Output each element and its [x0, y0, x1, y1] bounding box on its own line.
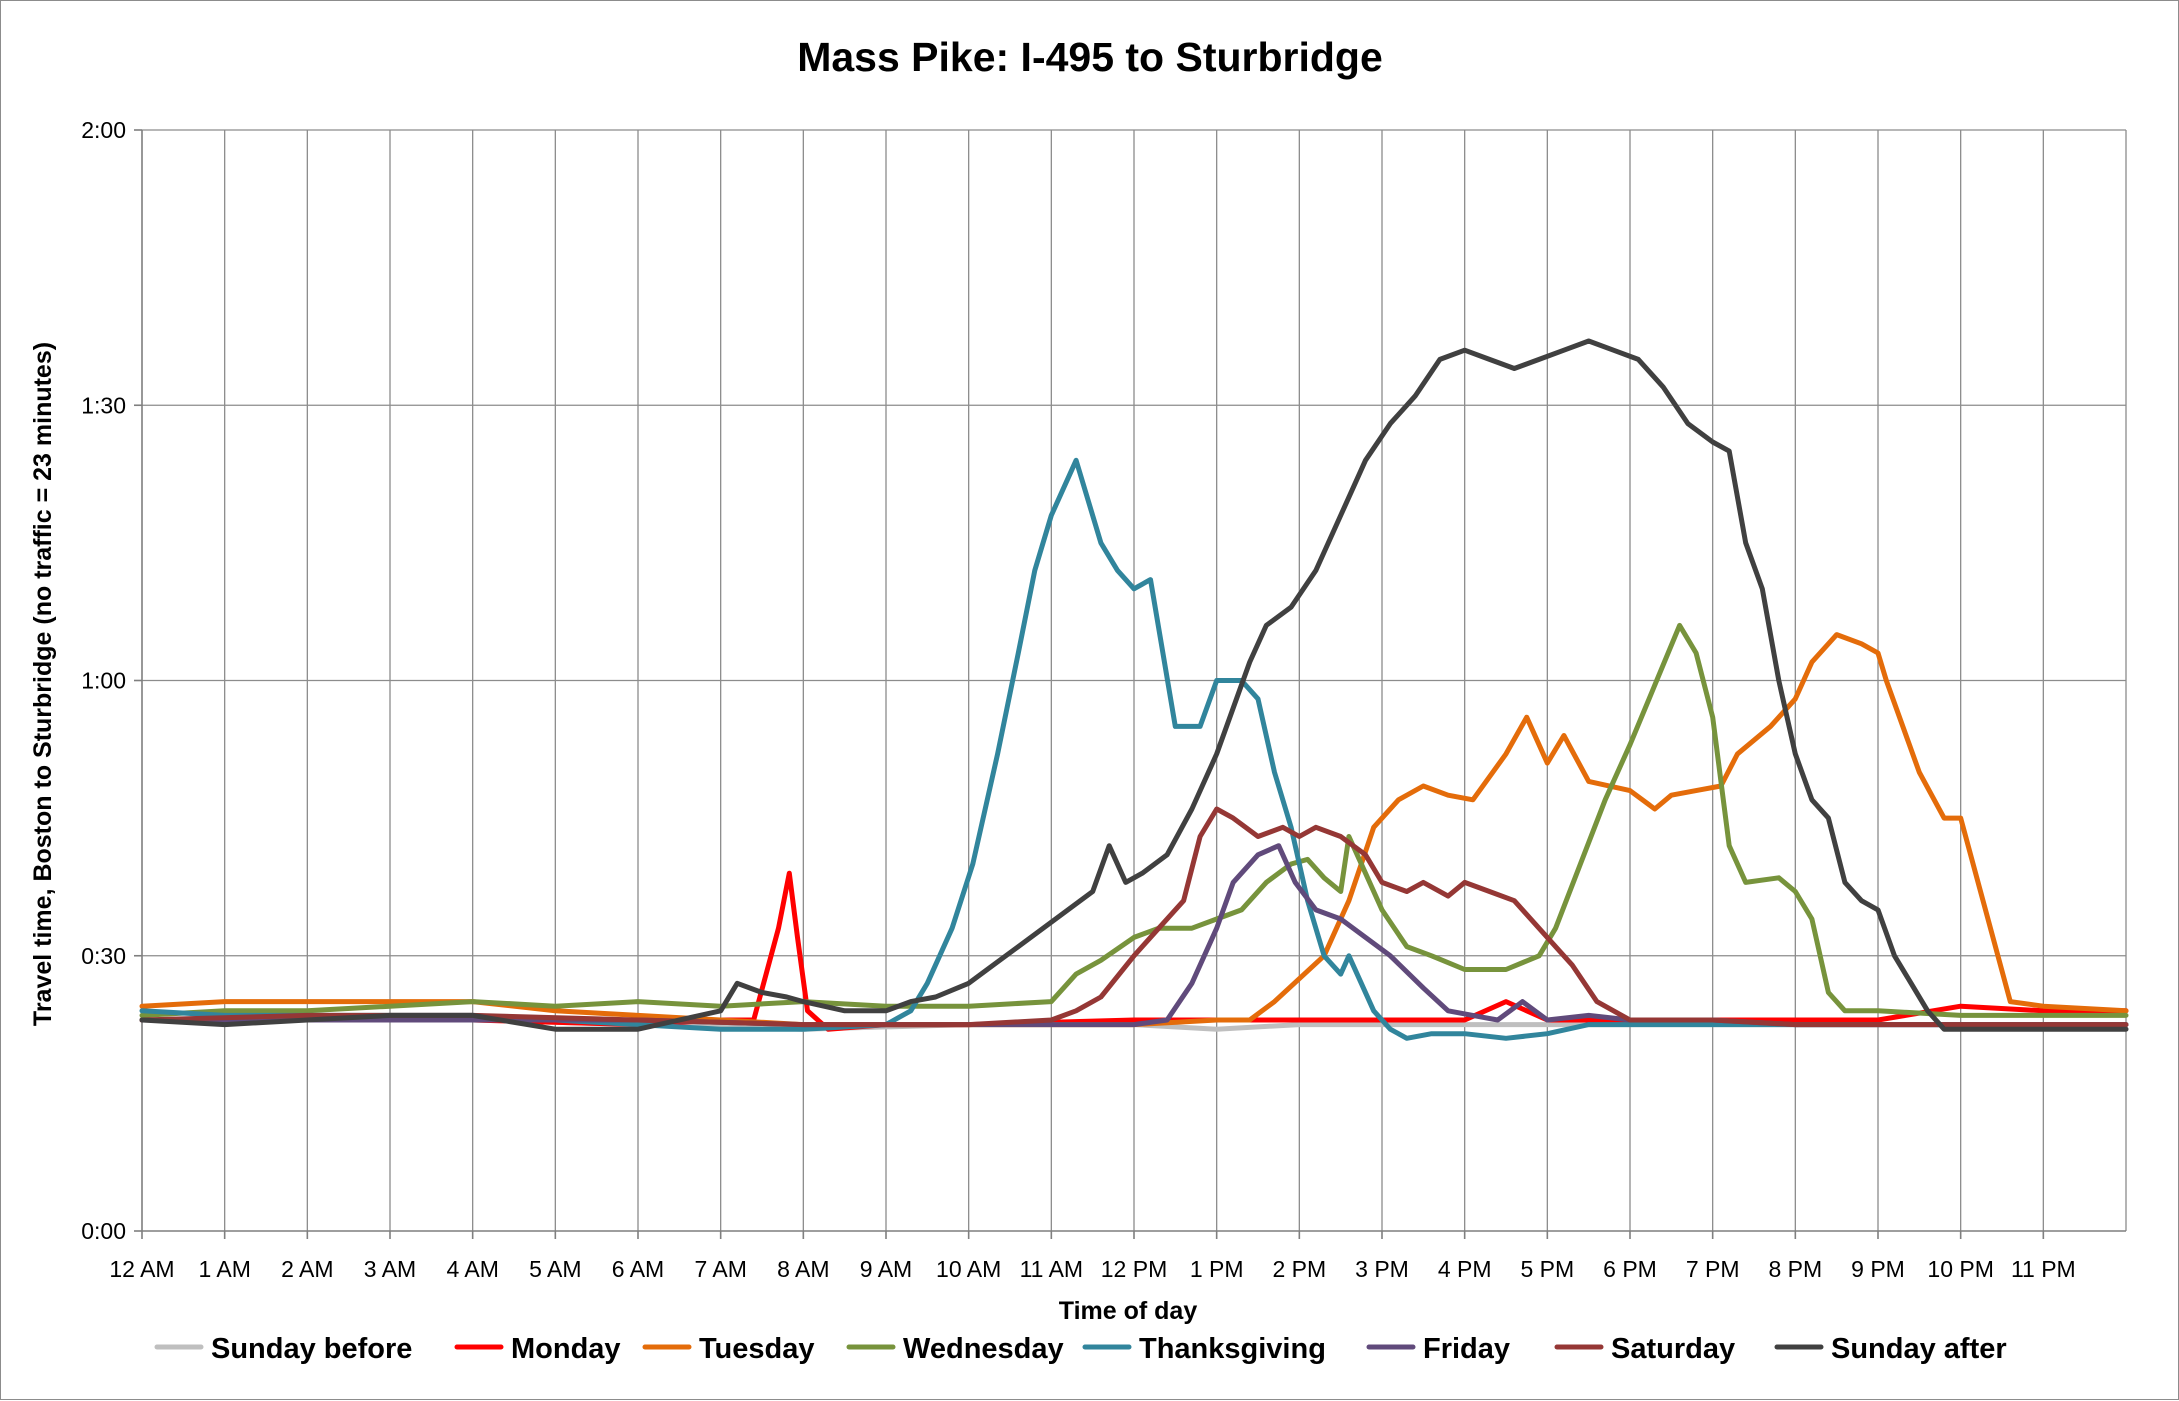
- x-tick-labels: 12 AM 1 AM 2 AM 3 AM 4 AM 5 AM 6 AM 7 AM 8 AM 9 A…: [109, 1256, 2075, 1282]
- x-tick-label: 10 PM: [1927, 1256, 1993, 1282]
- legend: Sunday before Monday Tuesday Wednesday Thank…: [154, 1333, 2007, 1365]
- legend-item: Sunday before: [154, 1333, 412, 1365]
- legend-label: Wednesday: [903, 1333, 1064, 1365]
- x-tick-label: 5 AM: [529, 1256, 581, 1282]
- x-tick-label: 11 PM: [2011, 1256, 2076, 1282]
- y-tick-label: 2:00: [81, 117, 126, 143]
- x-tick-label: 12 PM: [1101, 1256, 1167, 1282]
- gridlines: [142, 129, 2127, 1231]
- y-tick-label: 1:00: [81, 668, 126, 694]
- y-tick-label: 1:30: [81, 392, 126, 418]
- legend-label: Thanksgiving: [1139, 1333, 1326, 1365]
- legend-label: Saturday: [1611, 1333, 1735, 1365]
- x-tick-label: 6 AM: [612, 1256, 664, 1282]
- legend-item: Friday: [1366, 1333, 1510, 1365]
- x-tick-label: 9 AM: [860, 1256, 912, 1282]
- series-line-wednesday: [139, 622, 2129, 1018]
- legend-label: Tuesday: [699, 1333, 815, 1365]
- x-tick-label: 10 AM: [936, 1256, 1001, 1282]
- legend-item: Thanksgiving: [1082, 1333, 1326, 1365]
- legend-label: Monday: [511, 1333, 621, 1365]
- x-tick-label: 11 AM: [1020, 1256, 1084, 1282]
- legend-label: Sunday after: [1831, 1333, 2007, 1365]
- x-tick-label: 9 PM: [1851, 1256, 1905, 1282]
- x-tick-label: 3 PM: [1355, 1256, 1409, 1282]
- legend-label: Sunday before: [211, 1333, 412, 1365]
- x-tick-label: 2 AM: [281, 1256, 333, 1282]
- y-axis-label: Travel time, Boston to Sturbridge (no tr…: [29, 342, 57, 1026]
- x-tick-label: 7 AM: [694, 1256, 746, 1282]
- legend-label: Friday: [1423, 1333, 1510, 1365]
- x-tick-label: 6 PM: [1603, 1256, 1657, 1282]
- y-tick-labels: 0:00 0:30 1:00 1:30 2:00: [81, 117, 126, 1244]
- chart-title: Mass Pike: I-495 to Sturbridge: [797, 34, 1383, 80]
- series-line-sunday-after: [139, 338, 2129, 1032]
- series-line-thanksgiving: [139, 457, 2129, 1041]
- legend-item: Sunday after: [1774, 1333, 2007, 1365]
- x-tick-label: 4 AM: [446, 1256, 498, 1282]
- x-tick-label: 12 AM: [109, 1256, 174, 1282]
- x-tick-label: 8 PM: [1768, 1256, 1822, 1282]
- legend-item: Monday: [454, 1333, 621, 1365]
- x-tick-label: 1 PM: [1190, 1256, 1244, 1282]
- x-tick-label: 8 AM: [777, 1256, 829, 1282]
- x-tick-label: 4 PM: [1438, 1256, 1492, 1282]
- y-tick-label: 0:30: [81, 943, 126, 969]
- x-tick-label: 3 AM: [364, 1256, 416, 1282]
- x-tick-label: 1 AM: [198, 1256, 250, 1282]
- legend-item: Wednesday: [846, 1333, 1064, 1365]
- plot-axes: [134, 129, 2126, 1239]
- x-tick-label: 5 PM: [1520, 1256, 1574, 1282]
- x-axis-label: Time of day: [1059, 1297, 1198, 1325]
- legend-item: Saturday: [1554, 1333, 1735, 1365]
- series-line-saturday: [139, 806, 2129, 1028]
- y-tick-label: 0:00: [81, 1218, 126, 1244]
- x-tick-label: 7 PM: [1686, 1256, 1740, 1282]
- series-lines: [139, 338, 2129, 1041]
- legend-item: Tuesday: [642, 1333, 815, 1365]
- x-tick-label: 2 PM: [1272, 1256, 1326, 1282]
